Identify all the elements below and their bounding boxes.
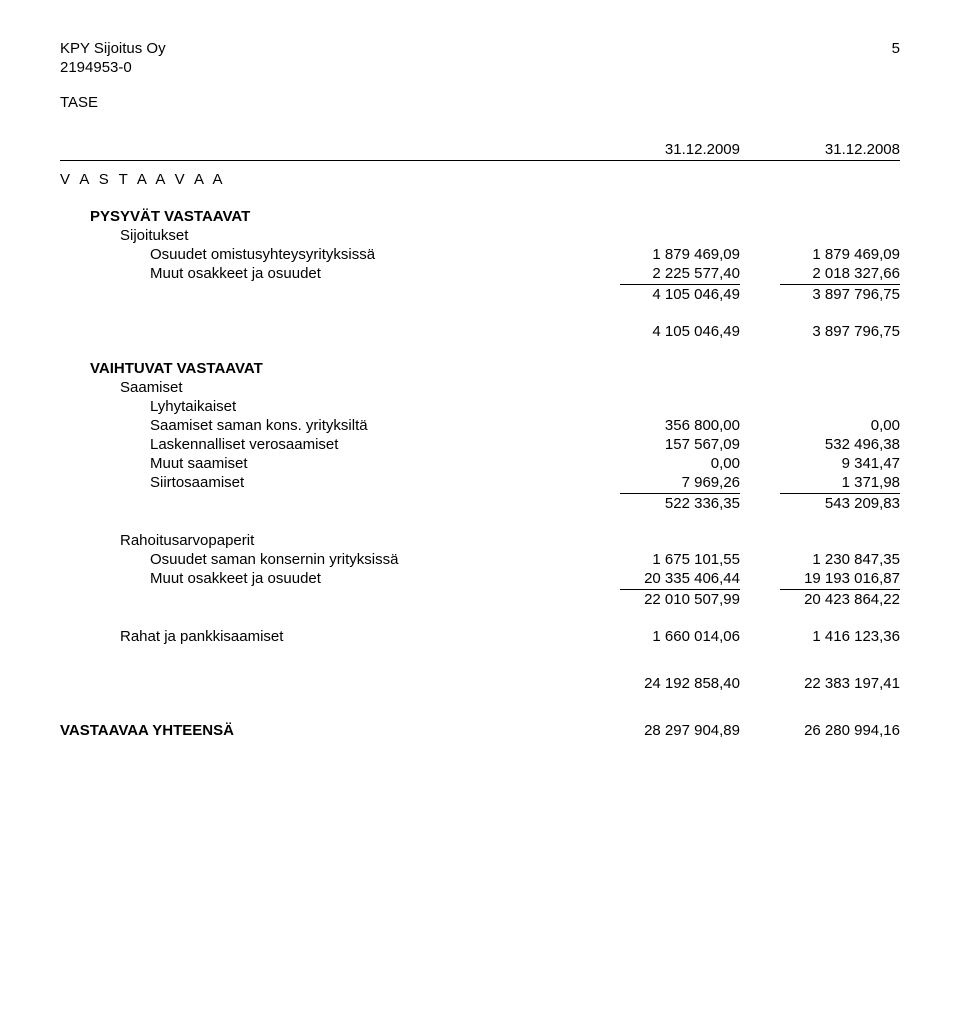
date-col-2: 31.12.2008 bbox=[740, 141, 900, 158]
table-cell: 1 416 123,36 bbox=[740, 628, 900, 645]
subtotal-cell: 522 336,35 bbox=[620, 493, 740, 512]
sijoitukset-title: Sijoitukset bbox=[60, 227, 900, 244]
table-cell: 532 496,38 bbox=[740, 436, 900, 453]
company-name: KPY Sijoitus Oy bbox=[60, 40, 166, 57]
table-cell: 356 800,00 bbox=[580, 417, 740, 434]
rahat-label: Rahat ja pankkisaamiset bbox=[60, 628, 580, 645]
table-cell: 1 675 101,55 bbox=[580, 551, 740, 568]
pysyvat-total-cell: 4 105 046,49 bbox=[580, 323, 740, 340]
subtotal-cell: 543 209,83 bbox=[780, 493, 900, 512]
subtotal-cell: 20 423 864,22 bbox=[780, 589, 900, 608]
date-col-1: 31.12.2009 bbox=[580, 141, 740, 158]
pysyvat-total-cell: 3 897 796,75 bbox=[740, 323, 900, 340]
pysyvat-title: PYSYVÄT VASTAAVAT bbox=[60, 208, 900, 225]
table-cell: 19 193 016,87 bbox=[740, 570, 900, 587]
table-row-label: Osuudet saman konsernin yrityksissä bbox=[60, 551, 580, 568]
table-row-label: Muut osakkeet ja osuudet bbox=[60, 265, 580, 282]
table-cell: 9 341,47 bbox=[740, 455, 900, 472]
table-cell: 1 879 469,09 bbox=[740, 246, 900, 263]
table-cell: 2 018 327,66 bbox=[740, 265, 900, 282]
table-row-label: Saamiset saman kons. yrityksiltä bbox=[60, 417, 580, 434]
subtotal-cell: 3 897 796,75 bbox=[780, 284, 900, 303]
doc-type: TASE bbox=[60, 94, 900, 111]
table-cell: 1 230 847,35 bbox=[740, 551, 900, 568]
grand-total-label: VASTAAVAA YHTEENSÄ bbox=[60, 722, 580, 739]
vaihtuvat-title: VAIHTUVAT VASTAAVAT bbox=[60, 360, 900, 377]
vaihtuvat-total-cell: 22 383 197,41 bbox=[740, 675, 900, 692]
table-cell: 7 969,26 bbox=[580, 474, 740, 491]
table-cell: 0,00 bbox=[740, 417, 900, 434]
vastaavaa-title: V A S T A A V A A bbox=[60, 171, 900, 188]
table-cell: 1 660 014,06 bbox=[580, 628, 740, 645]
table-cell: 0,00 bbox=[580, 455, 740, 472]
saamiset-title: Saamiset bbox=[60, 379, 900, 396]
table-cell: 1 879 469,09 bbox=[580, 246, 740, 263]
table-row-label: Muut osakkeet ja osuudet bbox=[60, 570, 580, 587]
table-cell: 1 371,98 bbox=[740, 474, 900, 491]
header-underline bbox=[60, 160, 900, 161]
table-cell: 157 567,09 bbox=[580, 436, 740, 453]
grand-total-cell: 26 280 994,16 bbox=[740, 722, 900, 739]
table-row-label: Muut saamiset bbox=[60, 455, 580, 472]
subtotal-cell: 22 010 507,99 bbox=[620, 589, 740, 608]
rahoitus-title: Rahoitusarvopaperit bbox=[60, 532, 900, 549]
business-id: 2194953-0 bbox=[60, 59, 900, 76]
table-row-label: Siirtosaamiset bbox=[60, 474, 580, 491]
table-row-label: Laskennalliset verosaamiset bbox=[60, 436, 580, 453]
table-row-label: Osuudet omistusyhteysyrityksissä bbox=[60, 246, 580, 263]
page-number: 5 bbox=[892, 40, 900, 57]
lyhytaikaiset-title: Lyhytaikaiset bbox=[60, 398, 900, 415]
table-cell: 2 225 577,40 bbox=[580, 265, 740, 282]
grand-total-cell: 28 297 904,89 bbox=[580, 722, 740, 739]
subtotal-cell: 4 105 046,49 bbox=[620, 284, 740, 303]
vaihtuvat-total-cell: 24 192 858,40 bbox=[580, 675, 740, 692]
table-cell: 20 335 406,44 bbox=[580, 570, 740, 587]
